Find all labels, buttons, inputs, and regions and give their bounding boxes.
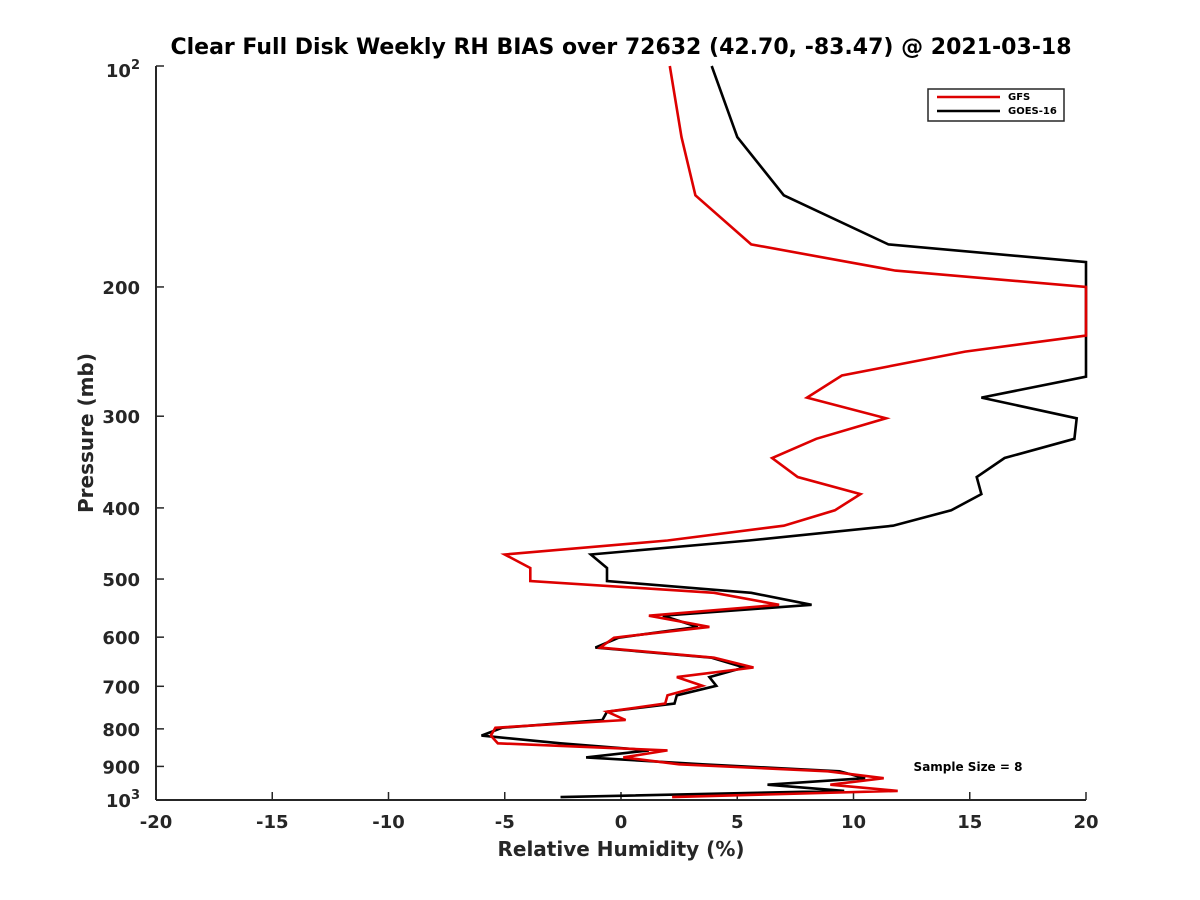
y-tick-label: 300 [102, 407, 140, 428]
y-tick-bottom-exp: 3 [131, 788, 140, 803]
y-axis-label: Pressure (mb) [74, 353, 98, 513]
x-tick-label: -10 [372, 812, 405, 833]
chart-title: Clear Full Disk Weekly RH BIAS over 7263… [170, 35, 1071, 60]
x-tick-label: -20 [140, 812, 173, 833]
series-line-gfs [489, 65, 1088, 799]
series-layer [481, 65, 1088, 799]
y-tick-label: 700 [102, 677, 140, 698]
legend: GFS GOES-16 [927, 88, 1065, 122]
legend-label-goes16: GOES-16 [1008, 106, 1057, 117]
x-ticks: -20 -15 -10 -5 0 5 10 15 20 [140, 792, 1099, 833]
legend-box [927, 88, 1065, 122]
y-tick-label: 400 [102, 499, 140, 520]
x-tick-label: 20 [1073, 812, 1098, 833]
y-tick-label: 800 [102, 720, 140, 741]
y-tick-label: 900 [102, 757, 140, 778]
x-tick-label: 0 [615, 812, 628, 833]
y-tick-top-base: 10 [106, 61, 131, 82]
x-tick-label: 5 [731, 812, 744, 833]
x-tick-label: -5 [495, 812, 515, 833]
y-tick-top-exp: 2 [131, 58, 140, 73]
y-tick-label: 600 [102, 628, 140, 649]
y-tick-bottom-base: 10 [106, 791, 131, 812]
x-axis-label: Relative Humidity (%) [497, 837, 744, 861]
y-tick-label-100: 102 [106, 58, 140, 82]
y-tick-label: 500 [102, 570, 140, 591]
y-ticks: 200 300 400 500 600 700 800 900 [102, 65, 164, 801]
x-tick-label: 10 [841, 812, 866, 833]
y-tick-label: 200 [102, 278, 140, 299]
legend-label-gfs: GFS [1008, 92, 1030, 103]
x-tick-label: 15 [957, 812, 982, 833]
x-tick-label: -15 [256, 812, 289, 833]
sample-size-annotation: Sample Size = 8 [914, 760, 1023, 774]
y-tick-label-1000: 103 [106, 788, 140, 812]
